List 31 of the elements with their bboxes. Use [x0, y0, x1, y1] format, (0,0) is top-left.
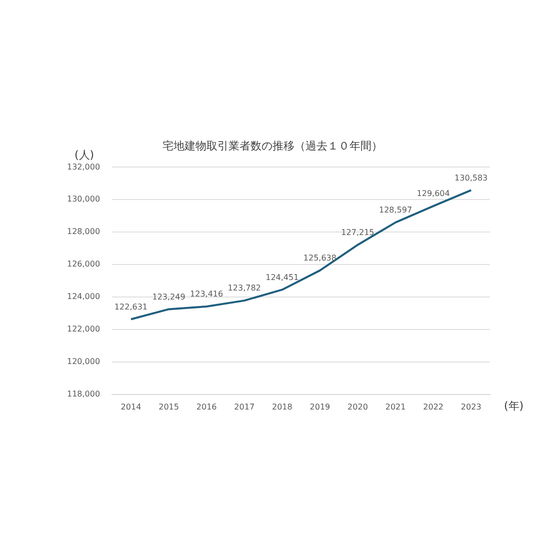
y-tick-label: 132,000 — [66, 162, 100, 172]
x-tick-label: 2023 — [460, 402, 482, 412]
data-label: 130,583 — [454, 173, 488, 182]
data-label: 123,782 — [228, 284, 261, 293]
x-tick-label: 2020 — [348, 402, 368, 412]
data-label: 125,638 — [303, 254, 336, 263]
y-tick-label: 118,000 — [66, 389, 100, 398]
x-tick-label: 2014 — [120, 402, 142, 412]
x-axis-title: (年) — [504, 399, 524, 412]
data-label: 123,416 — [190, 290, 224, 299]
x-tick-label: 2016 — [196, 402, 217, 412]
y-tick-label: 130,000 — [66, 194, 100, 204]
y-tick-label: 126,000 — [66, 260, 100, 269]
data-label: 129,604 — [416, 189, 450, 198]
data-label: 127,215 — [341, 228, 374, 237]
x-tick-label: 2019 — [310, 402, 330, 412]
data-label: 123,249 — [152, 292, 186, 302]
x-tick-label: 2021 — [385, 402, 406, 412]
chart-title: 宅地建物取引業者数の推移（過去１０年間） — [162, 139, 382, 152]
data-label: 128,597 — [378, 206, 412, 215]
data-label: 122,631 — [114, 302, 148, 312]
x-tick-label: 2018 — [272, 402, 292, 412]
x-tick-label: 2022 — [423, 402, 444, 412]
y-tick-label: 122,000 — [66, 324, 100, 334]
y-tick-label: 120,000 — [66, 357, 100, 366]
y-axis-title: (人) — [74, 148, 94, 162]
y-tick-label: 124,000 — [66, 292, 100, 302]
y-tick-label: 128,000 — [66, 227, 100, 236]
x-tick-label: 2015 — [158, 402, 179, 412]
x-tick-label: 2017 — [234, 402, 255, 412]
data-label: 124,451 — [266, 272, 299, 282]
